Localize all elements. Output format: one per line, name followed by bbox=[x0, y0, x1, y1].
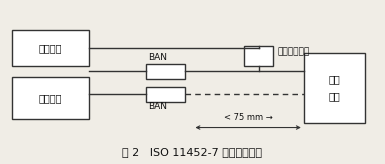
Text: 射频耦合网络: 射频耦合网络 bbox=[278, 47, 310, 56]
Text: 外围设备: 外围设备 bbox=[39, 93, 62, 103]
Bar bbox=[146, 87, 185, 102]
Text: BAN: BAN bbox=[148, 53, 167, 62]
Text: 装置: 装置 bbox=[328, 91, 340, 101]
Text: 测试仪器: 测试仪器 bbox=[39, 43, 62, 53]
Text: 被测: 被测 bbox=[328, 74, 340, 84]
Bar bbox=[12, 77, 89, 119]
Bar bbox=[146, 64, 185, 79]
Bar bbox=[304, 53, 365, 123]
Bar bbox=[12, 30, 89, 66]
Bar bbox=[244, 46, 273, 66]
Text: < 75 mm →: < 75 mm → bbox=[224, 113, 273, 122]
Text: BAN: BAN bbox=[148, 102, 167, 111]
Text: 图 2   ISO 11452-7 的测试连接图: 图 2 ISO 11452-7 的测试连接图 bbox=[122, 147, 263, 157]
